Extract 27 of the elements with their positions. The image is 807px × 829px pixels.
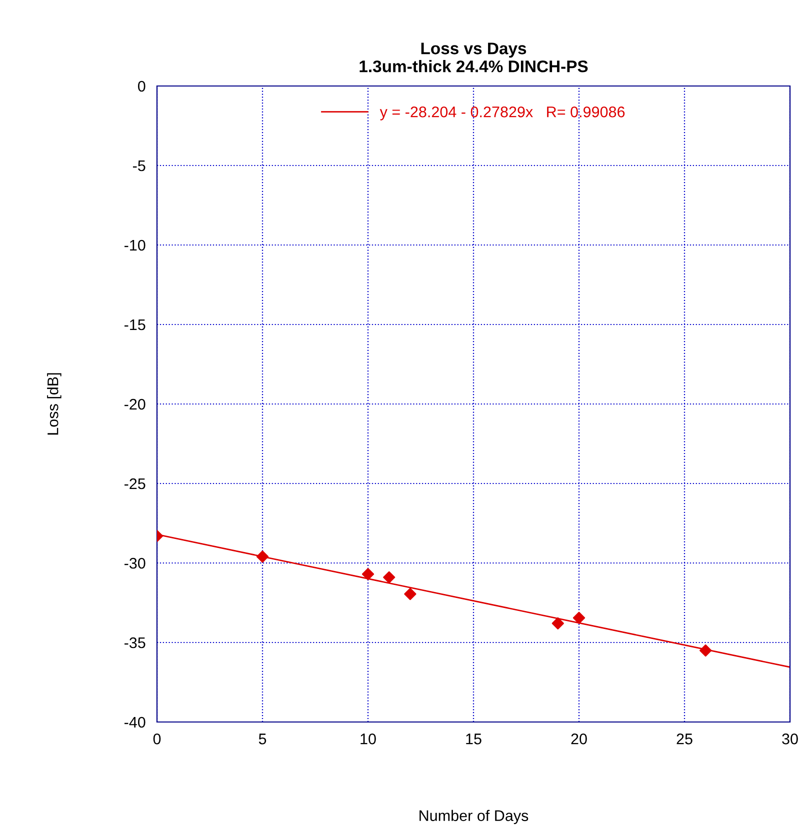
legend-label: y = -28.204 - 0.27829x R= 0.99086 — [380, 106, 625, 120]
point — [572, 612, 586, 624]
y-tick-label: -35 — [124, 637, 146, 648]
y-tick-label: 0 — [138, 80, 146, 92]
x-tick-label: 30 — [782, 734, 798, 744]
x-tick-label: 0 — [153, 734, 161, 744]
x-tick-label: 10 — [360, 734, 376, 744]
y-tick-label: -15 — [124, 320, 146, 330]
point — [383, 571, 396, 584]
x-tick-label: 25 — [676, 734, 692, 744]
point — [700, 644, 712, 657]
y-axis-title: Loss [dB] — [47, 373, 62, 435]
point — [362, 568, 374, 580]
y-tick-label: -30 — [124, 558, 146, 569]
x-axis-title: Number of Days — [420, 810, 528, 824]
y-tick-label: -40 — [124, 716, 146, 728]
y-tick-label: -10 — [124, 240, 146, 251]
y-tick-label: -20 — [124, 398, 146, 410]
y-tick-label: -25 — [124, 478, 146, 490]
y-tick-label: -5 — [132, 160, 146, 172]
point — [404, 588, 416, 600]
point — [552, 617, 564, 630]
x-tick-label: 5 — [258, 734, 266, 744]
point — [256, 550, 269, 563]
x-tick-label: 15 — [466, 734, 482, 744]
chart-title: Loss vs Days 1.3um-thick 24.4% DINCH-PS — [360, 42, 588, 72]
x-tick-label: 20 — [571, 734, 587, 744]
